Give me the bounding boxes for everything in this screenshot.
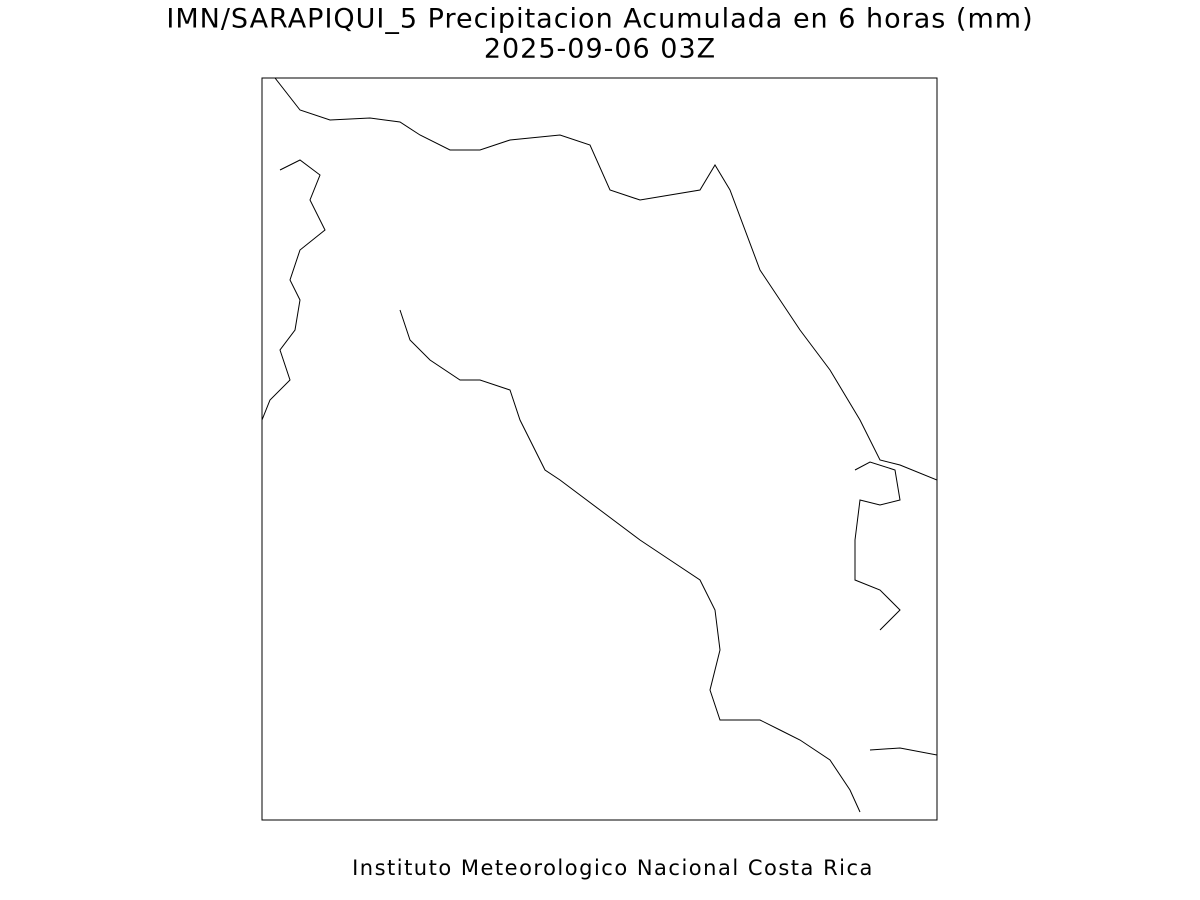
coastlines <box>262 78 937 813</box>
map-frame <box>261 77 938 821</box>
border <box>854 461 901 631</box>
coastline <box>262 159 326 421</box>
coastline <box>399 309 861 813</box>
subtitle: 2025-09-06 03Z <box>484 34 716 65</box>
coastline <box>274 78 937 481</box>
credit: Instituto Meteorologico Nacional Costa R… <box>352 856 874 880</box>
map-area <box>262 78 937 820</box>
border <box>869 747 937 756</box>
title: IMN/SARAPIQUI_5 Precipitacion Acumulada … <box>166 4 1033 35</box>
